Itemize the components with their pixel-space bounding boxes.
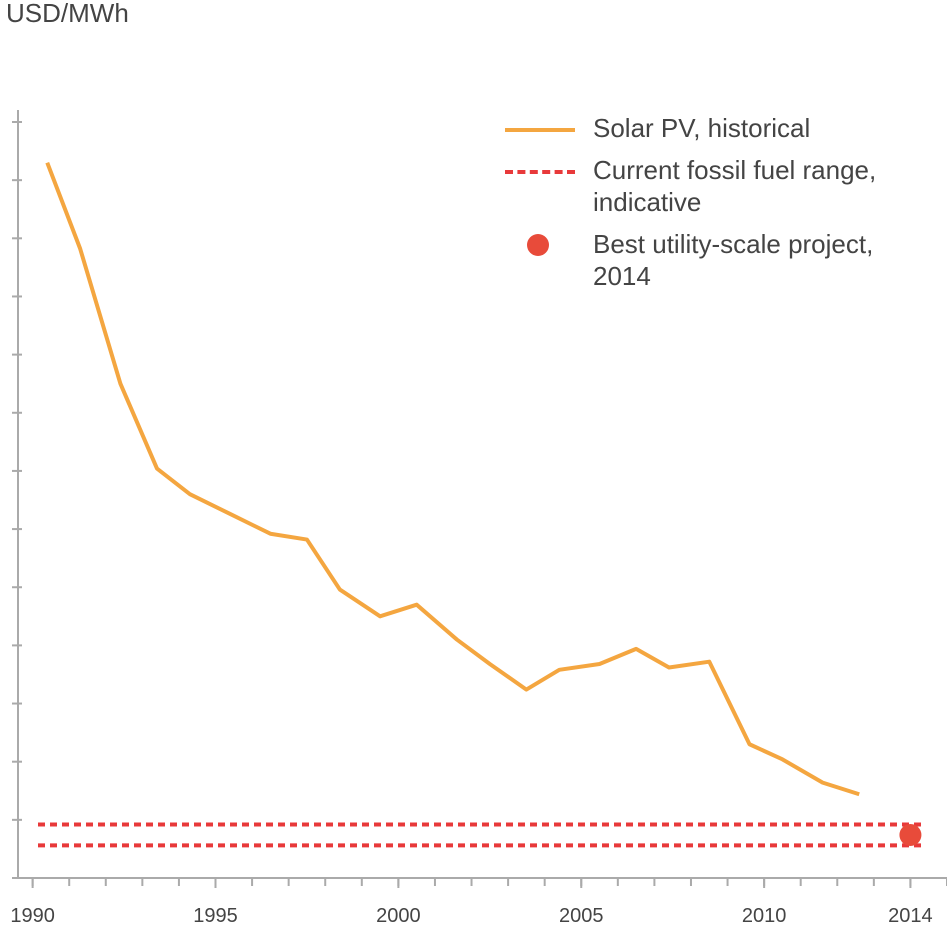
- x-tick-label: 2010: [742, 905, 787, 927]
- legend-entry: Current fossil fuel range, indicative: [505, 154, 925, 218]
- legend-symbol: [505, 128, 575, 132]
- legend-entry: Best utility-scale project, 2014: [505, 228, 925, 292]
- legend-label: Solar PV, historical: [593, 113, 811, 143]
- legend-entry: Solar PV, historical: [505, 112, 925, 144]
- x-tick-label: 2000: [376, 905, 421, 927]
- x-tick-label: 2005: [559, 905, 604, 927]
- series-line: [45, 161, 860, 797]
- x-tick-label: 2014: [888, 905, 933, 927]
- legend-symbol: [527, 234, 549, 256]
- best-project-dot: [899, 823, 922, 846]
- y-axis-label: USD/MWh: [6, 0, 129, 28]
- legend: Solar PV, historical Current fossil fuel …: [505, 112, 925, 302]
- x-tick-label: 1995: [193, 905, 238, 927]
- x-tick-label: 1990: [10, 905, 55, 927]
- legend-symbol: [505, 170, 575, 174]
- legend-label: Best utility-scale project, 2014: [593, 229, 874, 291]
- legend-label: Current fossil fuel range, indicative: [593, 155, 877, 217]
